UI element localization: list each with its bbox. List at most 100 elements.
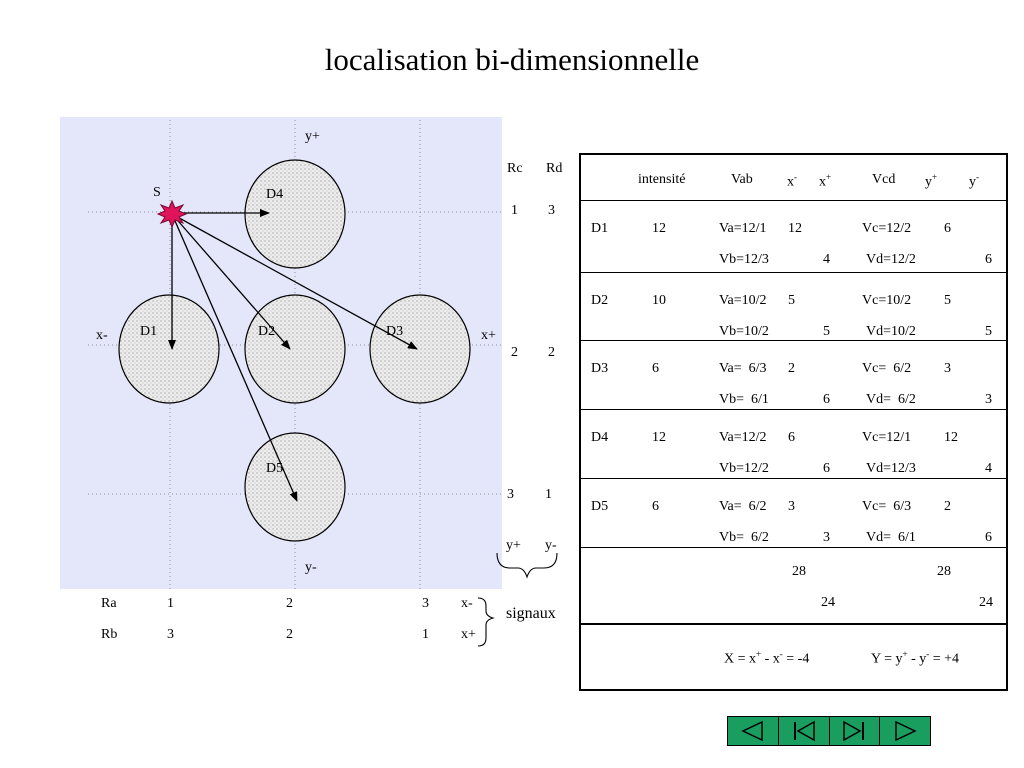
rd-value: 3	[548, 203, 555, 218]
header-y-plus: y+	[925, 172, 938, 190]
rd-value: 2	[548, 345, 555, 360]
triangle-left-icon	[741, 720, 763, 742]
nav-last-button[interactable]	[830, 717, 881, 745]
header-x-plus: x+	[819, 172, 832, 190]
vc-cell: Vc=12/1	[862, 430, 912, 445]
header-x-minus: x-	[787, 172, 797, 190]
y-signal-plus: y+	[506, 538, 521, 553]
header-vab: Vab	[731, 172, 753, 187]
y-signal-minus: y-	[545, 538, 557, 553]
vc-cell: Vc= 6/3	[862, 499, 912, 514]
rc-value: 3	[507, 487, 514, 502]
rb-value: 2	[286, 627, 293, 642]
skip-first-icon	[793, 720, 815, 742]
nav-next-button[interactable]	[880, 717, 930, 745]
vb-cell: Vb=12/3	[719, 252, 769, 267]
rd-value: 1	[545, 487, 552, 502]
detector-d4-label: D4	[266, 187, 284, 202]
detector-cell: D4	[591, 430, 609, 445]
x-plus-cell: 4	[823, 252, 830, 267]
vc-cell: Vc=12/2	[862, 221, 912, 236]
nav-prev-button[interactable]	[728, 717, 779, 745]
y-minus-cell: 6	[985, 530, 992, 545]
y-signals-brace	[496, 552, 558, 579]
vb-cell: Vb= 6/1	[719, 392, 769, 407]
vc-cell: Vc=10/2	[862, 293, 912, 308]
detector-cell: D1	[591, 221, 609, 236]
ra-label: Ra	[101, 596, 117, 611]
y-plus-cell: 2	[944, 499, 951, 514]
y-minus-cell: 6	[985, 252, 992, 267]
signal-table: intensité Vab x- x+ Vcd y+ y- D1 12 Va=12/…	[579, 153, 1008, 691]
va-cell: Va= 6/2	[719, 499, 767, 514]
detector-d1-circle	[118, 294, 220, 404]
va-cell: Va= 6/3	[719, 361, 767, 376]
vb-cell: Vb=12/2	[719, 461, 769, 476]
x-plus-cell: 5	[823, 324, 830, 339]
y-minus-cell: 3	[985, 392, 992, 407]
y-plus-cell: 6	[944, 221, 951, 236]
total-y-plus: 28	[937, 564, 951, 579]
x-minus-cell: 3	[788, 499, 795, 514]
vb-cell: Vb= 6/2	[719, 530, 769, 545]
signaux-label: signaux	[506, 605, 556, 622]
x-signals-brace	[477, 597, 495, 647]
detector-d2-circle	[244, 294, 346, 404]
axis-y-plus-label: y+	[305, 129, 320, 144]
detector-d3-circle	[369, 294, 471, 404]
x-minus-cell: 6	[788, 430, 795, 445]
axis-y-minus-label: y-	[305, 560, 317, 575]
detector-d5-circle	[244, 432, 346, 542]
rb-label: Rb	[101, 627, 118, 642]
source-star-icon	[156, 199, 188, 229]
header-y-minus: y-	[969, 172, 979, 190]
rb-value: 1	[422, 627, 429, 642]
vb-cell: Vb=10/2	[719, 324, 769, 339]
y-plus-cell: 5	[944, 293, 951, 308]
x-minus-cell: 12	[788, 221, 802, 236]
detector-d3-label: D3	[386, 324, 404, 339]
rb-value: 3	[167, 627, 174, 642]
intensity-cell: 12	[652, 430, 666, 445]
ra-value: 3	[422, 596, 429, 611]
signal-arrows	[168, 209, 418, 502]
rd-header: Rd	[546, 161, 563, 176]
rc-value: 1	[511, 203, 518, 218]
y-minus-cell: 4	[985, 461, 992, 476]
x-signal-minus: x-	[461, 596, 473, 611]
x-plus-cell: 6	[823, 392, 830, 407]
nav-first-button[interactable]	[779, 717, 830, 745]
header-intensite: intensité	[638, 172, 686, 187]
va-cell: Va=12/1	[719, 221, 767, 236]
detector-d1-label: D1	[140, 324, 158, 339]
ra-value: 2	[286, 596, 293, 611]
vd-cell: Vd= 6/2	[866, 392, 916, 407]
axis-x-minus-label: x-	[96, 328, 108, 343]
slide-navigation	[727, 716, 931, 746]
x-minus-cell: 5	[788, 293, 795, 308]
triangle-right-icon	[895, 720, 917, 742]
va-cell: Va=10/2	[719, 293, 767, 308]
detector-d5-label: D5	[266, 461, 284, 476]
vd-cell: Vd=12/2	[866, 252, 916, 267]
intensity-cell: 6	[652, 499, 659, 514]
detector-cell: D3	[591, 361, 609, 376]
x-minus-cell: 2	[788, 361, 795, 376]
total-x-minus: 28	[792, 564, 806, 579]
vd-cell: Vd=10/2	[866, 324, 916, 339]
intensity-cell: 10	[652, 293, 666, 308]
vd-cell: Vd= 6/1	[866, 530, 916, 545]
skip-last-icon	[843, 720, 865, 742]
header-vcd: Vcd	[872, 172, 896, 187]
detector-d4-circle	[244, 159, 346, 269]
x-plus-cell: 3	[823, 530, 830, 545]
detector-d2-label: D2	[258, 324, 276, 339]
va-cell: Va=12/2	[719, 430, 767, 445]
rc-header: Rc	[507, 161, 523, 176]
intensity-cell: 6	[652, 361, 659, 376]
page-title: localisation bi-dimensionnelle	[324, 42, 700, 77]
vc-cell: Vc= 6/2	[862, 361, 912, 376]
total-x-plus: 24	[821, 595, 835, 610]
ra-value: 1	[167, 596, 174, 611]
x-plus-cell: 6	[823, 461, 830, 476]
